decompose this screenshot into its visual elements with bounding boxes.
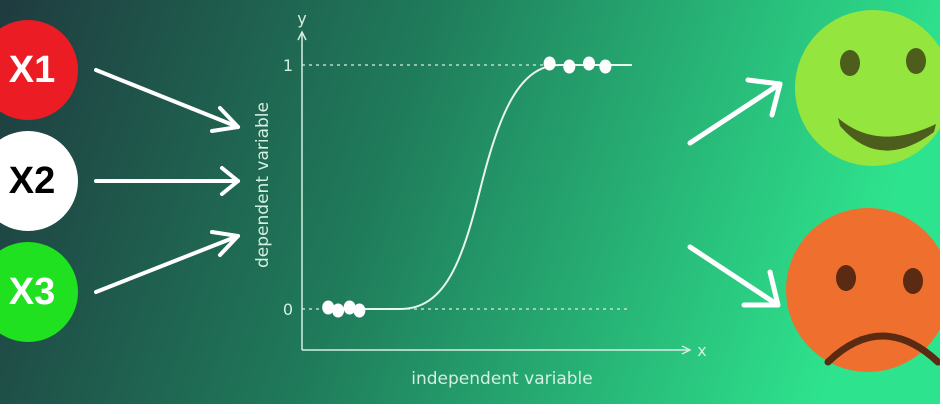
sad-face-right-eye [903,268,923,294]
data-point-6 [563,59,576,74]
input-x3-label: X3 [9,271,55,313]
x-axis-name: x [697,341,706,360]
background [0,0,940,404]
data-point-3 [343,300,356,315]
sigmoid-curve [352,64,632,310]
arrow-x3-to-model [94,230,240,294]
sad-face [786,208,940,372]
happy-face [795,10,940,166]
arrow-x2-to-model [94,166,240,196]
input-x3: X3 [0,242,78,342]
data-points [322,56,612,318]
data-point-5 [543,56,556,71]
y-tick-label-0: 0 [283,300,293,319]
y-tick-label-1: 1 [283,56,293,75]
data-point-4 [353,303,366,318]
input-x2-label: X2 [9,160,55,202]
x-axis-arrowhead [681,345,692,355]
x-axis-title: independent variable [411,369,592,389]
input-x1-label: X1 [9,49,55,91]
sad-face-mouth [824,332,940,366]
happy-face-mouth [838,118,936,151]
data-point-7 [583,56,595,71]
y-axis-arrowhead [297,30,307,41]
sigmoid-chart: 1 0 y x dependent variable independent v… [253,9,707,389]
data-point-1 [322,300,335,315]
input-x3-circle [0,242,78,342]
input-x1-circle [0,20,78,120]
input-group: X1 X2 X3 [0,20,78,342]
data-point-8 [599,59,612,74]
happy-face-left-eye [840,50,860,76]
sad-face-circle [786,208,940,372]
input-x2: X2 [0,131,78,231]
arrow-x1-to-model [94,68,240,133]
data-point-2 [332,303,345,318]
arrow-to-sad-face [687,244,781,308]
sad-face-left-eye [836,265,856,291]
input-x1: X1 [0,20,78,120]
happy-face-right-eye [906,48,926,74]
happy-face-circle [795,10,940,166]
y-axis-title: dependent variable [253,102,273,268]
input-x2-circle [0,131,78,231]
arrow-to-happy-face [687,77,783,146]
y-axis-name: y [297,9,306,28]
